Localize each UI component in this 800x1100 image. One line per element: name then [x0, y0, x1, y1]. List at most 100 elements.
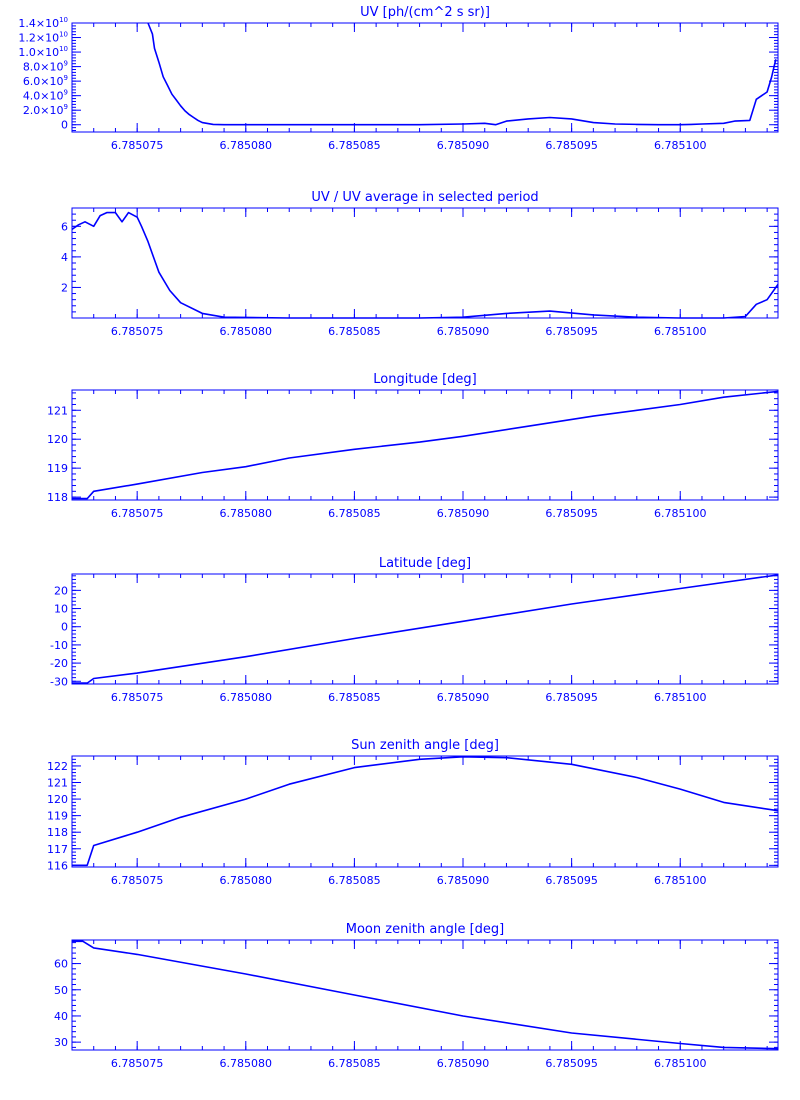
plot-frame — [71, 207, 779, 319]
x-tick-label: 6.785085 — [328, 507, 381, 520]
x-tick-label: 6.785075 — [111, 507, 164, 520]
y-tick-label: 6 — [61, 220, 68, 233]
y-tick-label: 120 — [47, 793, 68, 806]
y-tick-label: 0 — [61, 119, 68, 132]
y-tick-label: -20 — [50, 657, 68, 670]
chart-title: Latitude [deg] — [379, 556, 471, 571]
y-tick-label: 116 — [47, 859, 68, 872]
x-tick-label: 6.785095 — [545, 325, 598, 338]
y-tick-label: 50 — [54, 984, 68, 997]
y-tick-label: 119 — [47, 462, 68, 475]
y-tick-label: 121 — [47, 404, 68, 417]
x-tick-label: 6.785095 — [545, 139, 598, 152]
x-tick-label: 6.785080 — [220, 507, 273, 520]
x-tick-label: 6.785095 — [545, 874, 598, 887]
chart-title: Longitude [deg] — [373, 372, 476, 387]
x-tick-label: 6.785090 — [437, 874, 490, 887]
series-line — [71, 211, 779, 319]
x-tick-label: 6.785080 — [220, 1057, 273, 1070]
series-line — [72, 755, 779, 867]
y-tick-label: 20 — [54, 584, 68, 597]
y-tick-label: 1.2×1010 — [18, 31, 68, 45]
y-tick-label: 8.0×109 — [23, 60, 68, 74]
x-tick-label: 6.785100 — [654, 1057, 707, 1070]
y-tick-label: 60 — [54, 958, 68, 971]
y-tick-label: 118 — [47, 826, 68, 839]
y-tick-label: 118 — [47, 491, 68, 504]
x-tick-label: 6.785090 — [437, 325, 490, 338]
y-tick-mantissa: 1.4×10 — [18, 17, 59, 30]
chart-title: UV [ph/(cm^2 s sr)] — [360, 5, 490, 20]
x-tick-label: 6.785085 — [328, 325, 381, 338]
x-tick-label: 6.785090 — [437, 1057, 490, 1070]
chart-title: Moon zenith angle [deg] — [346, 922, 504, 937]
x-tick-label: 6.785100 — [654, 507, 707, 520]
y-tick-label: -10 — [50, 639, 68, 652]
x-tick-label: 6.785075 — [111, 691, 164, 704]
x-tick-label: 6.785075 — [111, 874, 164, 887]
y-tick-mantissa: 1.0×10 — [18, 46, 59, 59]
y-tick-label: 1.4×1010 — [18, 16, 68, 30]
x-tick-label: 6.785075 — [111, 325, 164, 338]
chart-title: Sun zenith angle [deg] — [351, 738, 499, 753]
y-tick-label: 119 — [47, 810, 68, 823]
x-tick-label: 6.785100 — [654, 139, 707, 152]
chart-panel-6: Moon zenith angle [deg] 6.785075 6.785080 6… — [54, 922, 779, 1070]
chart-panel-2: UV / UV average in selected period 6.7850… — [61, 190, 779, 338]
chart-title: UV / UV average in selected period — [311, 190, 538, 205]
plot-frame — [71, 939, 779, 1051]
y-tick-label: 4.0×109 — [23, 89, 68, 103]
y-tick-exponent: 10 — [59, 16, 68, 24]
y-tick-label: 0 — [61, 621, 68, 634]
series-line — [72, 940, 779, 1050]
y-tick-exponent: 9 — [64, 103, 68, 111]
x-tick-label: 6.785090 — [437, 139, 490, 152]
y-tick-label: 122 — [47, 760, 68, 773]
y-tick-label: 6.0×109 — [23, 74, 68, 88]
x-tick-label: 6.785080 — [220, 325, 273, 338]
x-tick-label: 6.785100 — [654, 691, 707, 704]
y-tick-mantissa: 4.0×10 — [23, 90, 64, 103]
y-tick-exponent: 10 — [59, 45, 68, 53]
y-tick-mantissa: 1.2×10 — [18, 32, 59, 45]
y-tick-label: 2 — [61, 281, 68, 294]
chart-panel-5: Sun zenith angle [deg] 6.785075 6.785080 6.… — [47, 738, 779, 887]
x-tick-label: 6.785095 — [545, 507, 598, 520]
y-tick-label: 117 — [47, 843, 68, 856]
plot-frame — [71, 573, 779, 685]
y-tick-label: 10 — [54, 603, 68, 616]
y-tick-mantissa: 8.0×10 — [23, 61, 64, 74]
y-tick-label: 1.0×1010 — [18, 45, 68, 59]
chart-panel-1: UV [ph/(cm^2 s sr)] 6.785075 6.785080 6.785… — [18, 5, 779, 152]
y-tick-label: 120 — [47, 433, 68, 446]
x-tick-label: 6.785080 — [220, 691, 273, 704]
y-tick-label: 30 — [54, 1036, 68, 1049]
x-tick-label: 6.785095 — [545, 691, 598, 704]
x-tick-label: 6.785090 — [437, 507, 490, 520]
chart-panel-4: Latitude [deg] 6.785075 6.785080 6.785085 6.… — [50, 556, 779, 704]
x-tick-label: 6.785075 — [111, 1057, 164, 1070]
series-line — [72, 390, 779, 500]
y-tick-label: 2.0×109 — [23, 103, 68, 117]
series-line — [147, 22, 777, 126]
plot-frame — [71, 22, 779, 133]
x-tick-label: 6.785085 — [328, 1057, 381, 1070]
x-tick-label: 6.785085 — [328, 139, 381, 152]
y-tick-exponent: 9 — [64, 89, 68, 97]
plot-frame — [71, 755, 779, 868]
x-tick-label: 6.785100 — [654, 874, 707, 887]
y-tick-label: -30 — [50, 675, 68, 688]
y-tick-exponent: 9 — [64, 60, 68, 68]
x-tick-label: 6.785085 — [328, 691, 381, 704]
x-tick-label: 6.785085 — [328, 874, 381, 887]
y-tick-label: 40 — [54, 1010, 68, 1023]
y-tick-mantissa: 2.0×10 — [23, 104, 64, 117]
x-tick-label: 6.785100 — [654, 325, 707, 338]
x-tick-label: 6.785080 — [220, 874, 273, 887]
y-tick-exponent: 9 — [64, 74, 68, 82]
chart-panel-3: Longitude [deg] 6.785075 6.785080 6.785085 6… — [47, 372, 779, 520]
plot-frame — [71, 389, 779, 501]
y-tick-label: 4 — [61, 251, 68, 264]
x-tick-label: 6.785090 — [437, 691, 490, 704]
